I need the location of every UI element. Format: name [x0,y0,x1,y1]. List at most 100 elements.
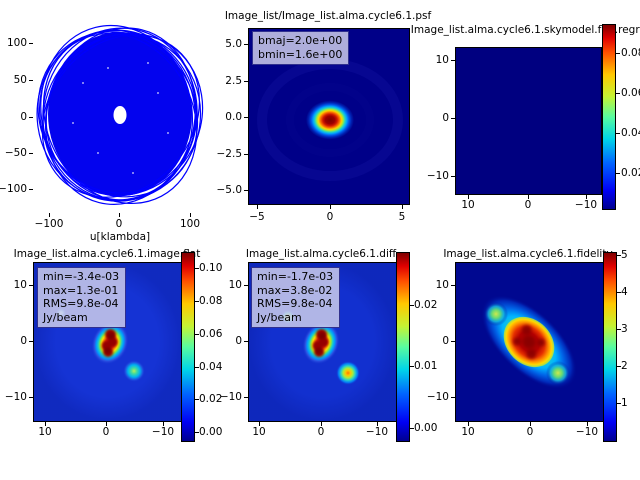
tick [49,213,50,217]
psf-beam-blob [306,100,354,140]
fidelity-ytick-label: −10 [426,391,449,403]
tick [45,422,46,426]
diff-ytick-label: 0 [235,335,242,347]
fidelity-cbtick-label: 2 [621,360,628,372]
skymodel-cbtick-label: 0.08 [621,47,640,59]
skymodel-image [455,47,602,195]
tick [468,422,469,426]
tick [244,341,248,342]
tick [616,133,620,134]
tick [195,334,199,335]
uv-coverage-plot [36,24,204,205]
image-flat-xtick-label: 0 [102,426,110,438]
tick [451,341,455,342]
fidelity-title: Image_list.alma.cycle6.1.fidelity [443,248,613,260]
tick [190,213,191,217]
fidelity-xtick-label: 10 [461,426,475,438]
tick [29,341,33,342]
uv-ytick-label: −100 [0,183,27,195]
tick [321,422,322,426]
skymodel-cbtick-label: 0.06 [621,87,640,99]
fidelity-image [455,262,604,422]
uv-xtick-label: −100 [34,218,64,230]
diff-xtick-label: −10 [365,426,389,438]
tick [402,205,403,209]
psf-ytick-label: 2.5 [225,75,242,87]
image-flat-cbtick-label: 0.00 [199,426,223,438]
stat-line: min=-1.7e-03 [257,270,334,283]
tick [410,305,414,306]
psf-ytick-label: −5.0 [216,184,243,196]
diff-cbtick-label: 0.01 [414,360,438,372]
tick [617,366,621,367]
uv-ytick-label: 50 [13,74,27,86]
tick [244,117,248,118]
uv-xaxis-label: u[klambda] [89,231,151,243]
image-flat-cbtick-label: 0.02 [199,393,223,405]
psf-ytick-label: 0.0 [225,111,242,123]
image-flat-xtick-label: 10 [38,426,52,438]
stat-line: max=1.3e-01 [43,283,119,297]
tick [528,195,529,199]
tick [330,205,331,209]
tick [451,397,455,398]
uv-speckles [72,62,169,174]
fidelity-cbtick-label: 1 [621,397,628,409]
tick [195,399,199,400]
fidelity-xtick-label: −10 [575,426,599,438]
tick [616,53,620,54]
psf-ytick-label: −2.5 [216,148,243,160]
diff-ytick-label: 10 [228,279,242,291]
stat-line: max=3.8e-02 [257,283,333,297]
uv-baseline-loops [36,24,204,205]
tick [244,397,248,398]
stat-line: min=-3.4e-03 [43,270,120,283]
uv-ytick-label: 100 [6,37,27,49]
tick [617,292,621,293]
tick [257,205,258,209]
psf-xtick-label: 5 [398,211,406,223]
tick [244,285,248,286]
tick [616,93,620,94]
diff-stats-box: min=-1.7e-03 max=3.8e-02 RMS=9.8e-04 Jy/… [251,267,341,328]
skymodel-ytick-label: −10 [426,170,449,182]
uv-ytick-label: 0 [20,111,27,123]
tick [617,329,621,330]
psf-xtick-label: 0 [326,211,334,223]
tick [451,176,455,177]
fidelity-core [503,316,555,368]
tick [586,195,587,199]
tick [244,190,248,191]
tick [29,43,33,44]
image-flat-xtick-label: −10 [151,426,175,438]
tick [195,432,199,433]
tick [617,255,621,256]
image-flat-companion-blob [123,360,145,382]
tick [377,422,378,426]
image-flat-title: Image_list.alma.cycle6.1.image.flat [13,248,201,260]
uv-ytick-label: −50 [4,147,27,159]
skymodel-cbtick-label: 0.04 [621,127,640,139]
uv-xtick-label: 0 [115,218,123,230]
tick [530,422,531,426]
diff-xtick-label: 10 [252,426,266,438]
tick [195,301,199,302]
tick [410,428,414,429]
image-flat-ytick-label: 10 [13,279,27,291]
image-flat-cbtick-label: 0.04 [199,361,223,373]
diff-title: Image_list.alma.cycle6.1.diff [245,248,397,260]
tick [29,117,33,118]
skymodel-ytick-label: 10 [435,54,449,66]
psf-ytick-label: 5.0 [225,38,242,50]
tick [163,422,164,426]
uv-xtick-label: 100 [179,218,201,230]
fidelity-knot-lower-right [546,361,570,385]
fidelity-cbtick-label: 5 [621,249,628,261]
tick [29,153,33,154]
uv-center-hole [113,106,127,124]
psf-beam-stats-box: bmaj=2.0e+00 bmin=1.6e+00 [252,31,350,65]
skymodel-ytick-label: 0 [442,112,449,124]
image-flat-cbtick-label: 0.08 [199,295,223,307]
fidelity-colorbar [603,252,617,442]
image-flat-stats-box: min=-3.4e-03 max=1.3e-01 RMS=9.8e-04 Jy/… [37,267,127,328]
